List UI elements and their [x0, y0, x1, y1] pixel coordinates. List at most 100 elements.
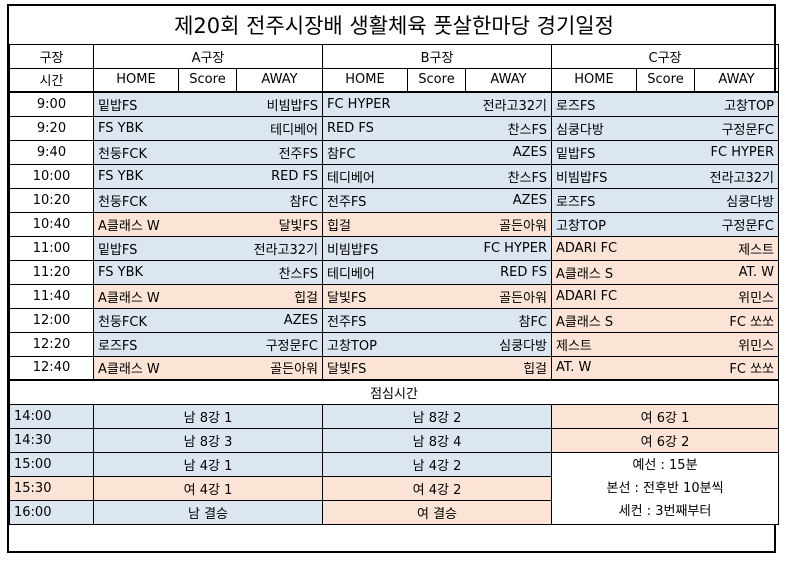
home-team: AT. W [551, 355, 637, 381]
time-cell: 15:00 [9, 451, 94, 477]
home-team: 천둥FCK [93, 307, 179, 333]
score-cell [636, 91, 695, 117]
home-team: 천둥FCK [93, 187, 179, 213]
score-cell [636, 211, 695, 237]
away-team: 참FC [236, 187, 323, 213]
home-team: 로즈FS [551, 187, 637, 213]
away-team: 구정문FC [236, 331, 323, 357]
table-row: 10:40 A클래스 W 달빛FS 힙걸 골든아워 고창TOP 구정문FC [9, 211, 780, 237]
home-header: HOME [551, 67, 637, 93]
score-cell [636, 163, 695, 189]
away-team: FC 쏘쏘 [694, 355, 780, 381]
away-team: FC 쏘쏘 [694, 307, 780, 333]
away-team: 구정문FC [694, 115, 780, 141]
time-cell: 12:00 [9, 307, 94, 333]
away-team: FC HYPER [694, 139, 780, 165]
away-team: AT. W [694, 259, 780, 285]
time-cell: 10:20 [9, 187, 94, 213]
rule-line: 예선 : 15분 [632, 457, 698, 473]
score-header: Score [407, 67, 466, 93]
time-cell: 14:00 [9, 403, 94, 429]
table-row: 11:40 A클래스 W 힙걸 달빛FS 골든아워 ADARI FC 위민스 [9, 283, 780, 309]
schedule-sheet: 제20회 전주시장배 생활체육 풋살한마당 경기일정 구장 A구장 B구장 C구… [7, 4, 780, 553]
home-team: 고창TOP [322, 331, 408, 357]
time-cell: 16:00 [9, 499, 94, 525]
score-cell [407, 91, 466, 117]
home-team: 밑밥FS [93, 91, 179, 117]
time-cell: 10:00 [9, 163, 94, 189]
table-row: 12:20 로즈FS 구정문FC 고창TOP 심쿵다방 제스트 위민스 [9, 331, 780, 357]
score-cell [178, 355, 237, 381]
away-team: 참FC [465, 307, 552, 333]
away-team: RED FS [236, 163, 323, 189]
score-cell [636, 307, 695, 333]
score-cell [178, 91, 237, 117]
home-team: A클래스 S [551, 259, 637, 285]
away-header: AWAY [465, 67, 552, 93]
home-team: 심쿵다방 [551, 115, 637, 141]
away-team: 골든아워 [465, 211, 552, 237]
score-cell [407, 235, 466, 261]
table-row: 12:00 천둥FCK AZES 전주FS 참FC A클래스 S FC 쏘쏘 [9, 307, 780, 333]
time-cell: 12:20 [9, 331, 94, 357]
time-cell: 11:20 [9, 259, 94, 285]
away-team: 전주FS [236, 139, 323, 165]
home-team: 전주FS [322, 187, 408, 213]
score-cell [407, 139, 466, 165]
home-team: 달빛FS [322, 283, 408, 309]
score-header: Score [636, 67, 695, 93]
home-team: 달빛FS [322, 355, 408, 381]
court-a-header: A구장 [93, 43, 323, 69]
score-cell [636, 235, 695, 261]
match-cell: 남 결승 [93, 499, 323, 525]
table-row: 9:40 천둥FCK 전주FS 참FC AZES 밑밥FS FC HYPER [9, 139, 780, 165]
home-team: 테디베어 [322, 259, 408, 285]
venue-label: 구장 [9, 43, 94, 69]
table-row: 9:00 밑밥FS 비빔밥FS FC HYPER 전라고32기 로즈FS 고창TOP [9, 91, 780, 117]
home-team: FC HYPER [322, 91, 408, 117]
score-cell [636, 283, 695, 309]
home-header: HOME [322, 67, 408, 93]
table-row: 12:40 A클래스 W 골든아워 달빛FS 힙걸 AT. W FC 쏘쏘 [9, 355, 780, 381]
score-cell [178, 163, 237, 189]
table-row: 10:00 FS YBK RED FS 테디베어 찬스FS 비빔밥FS 전라고32기 [9, 163, 780, 189]
score-cell [407, 307, 466, 333]
time-label: 시간 [9, 67, 94, 93]
table-row: 11:20 FS YBK 찬스FS 테디베어 RED FS A클래스 S AT. W [9, 259, 780, 285]
score-cell [636, 355, 695, 381]
schedule-table: 제20회 전주시장배 생활체육 풋살한마당 경기일정 구장 A구장 B구장 C구… [8, 6, 780, 525]
away-team: 찬스FS [236, 259, 323, 285]
score-cell [178, 235, 237, 261]
time-cell: 11:00 [9, 235, 94, 261]
home-team: 테디베어 [322, 163, 408, 189]
match-cell: 여 6강 1 [550, 403, 780, 429]
score-cell [636, 187, 695, 213]
time-cell: 10:40 [9, 211, 94, 237]
score-cell [407, 163, 466, 189]
table-row: 16:00 남 결승 여 결승 [9, 499, 779, 525]
match-cell: 남 8강 3 [93, 427, 323, 453]
lunch-label: 점심시간 [8, 379, 780, 405]
home-team: FS YBK [93, 115, 179, 141]
away-team: 위민스 [694, 331, 780, 357]
rules-note: 예선 : 15분 본선 : 전후반 10분씩 세컨 : 3번째부터 [550, 451, 780, 525]
time-cell: 9:00 [9, 91, 94, 117]
home-team: 밑밥FS [93, 235, 179, 261]
time-cell: 9:40 [9, 139, 94, 165]
home-team: 참FC [322, 139, 408, 165]
home-team: RED FS [322, 115, 408, 141]
home-team: ADARI FC [551, 235, 637, 261]
score-cell [407, 259, 466, 285]
away-team: 심쿵다방 [465, 331, 552, 357]
court-b-header: B구장 [322, 43, 552, 69]
away-team: 찬스FS [465, 115, 552, 141]
score-cell [636, 139, 695, 165]
match-cell: 남 8강 4 [322, 427, 552, 453]
time-cell: 11:40 [9, 283, 94, 309]
score-cell [636, 331, 695, 357]
home-team: ADARI FC [551, 283, 637, 309]
court-c-header: C구장 [550, 43, 780, 69]
match-cell: 남 4강 2 [322, 451, 552, 477]
